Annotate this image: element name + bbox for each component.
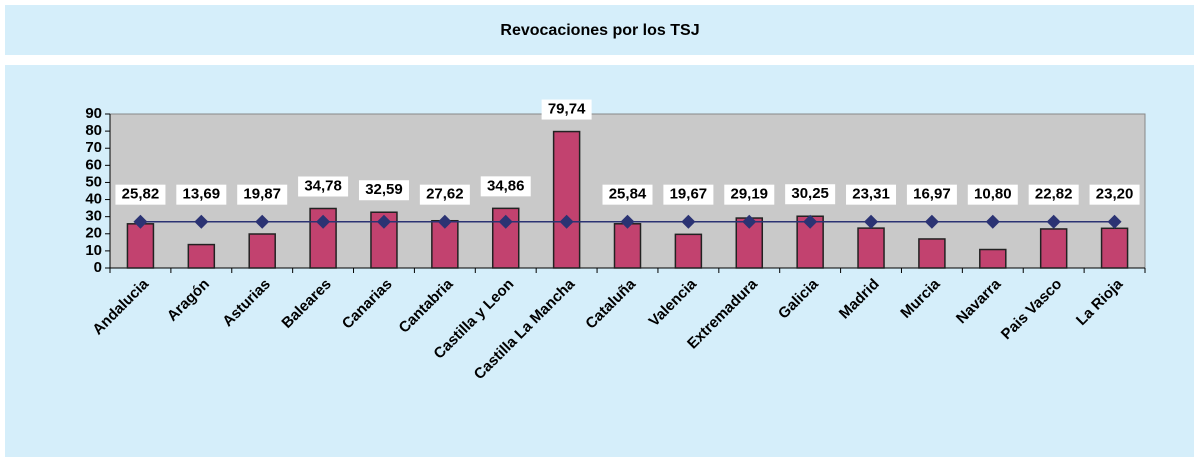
y-tick-label: 20 <box>85 225 102 242</box>
bar <box>309 207 337 269</box>
y-tick-label: 60 <box>85 156 102 173</box>
y-tick-label: 70 <box>85 139 102 156</box>
value-label-bg <box>967 184 1018 205</box>
bar <box>126 223 155 269</box>
value-label-bg <box>663 184 714 205</box>
bar <box>979 248 1007 269</box>
y-tick-label: 50 <box>85 173 102 190</box>
value-label-bg <box>298 176 349 197</box>
value-label: 32,59 <box>365 181 403 198</box>
y-tick-label: 80 <box>85 122 102 139</box>
value-label: 19,87 <box>243 186 281 203</box>
value-label-bg <box>1089 184 1140 205</box>
value-label-bg <box>480 176 531 197</box>
value-label-bg <box>602 184 653 205</box>
marker <box>620 214 635 229</box>
marker <box>864 214 879 229</box>
marker <box>803 214 818 229</box>
value-label: 25,84 <box>609 186 647 203</box>
marker <box>559 214 574 229</box>
marker <box>681 214 696 229</box>
bar <box>674 233 703 269</box>
value-label: 10,80 <box>974 186 1012 203</box>
marker <box>437 214 452 229</box>
value-label: 16,97 <box>913 186 951 203</box>
marker <box>316 214 331 229</box>
y-tick-label: 0 <box>94 259 102 276</box>
value-label-bg <box>419 184 470 205</box>
value-label: 23,20 <box>1096 186 1134 203</box>
marker <box>1046 214 1061 229</box>
value-label-bg <box>358 180 409 201</box>
bar <box>1039 228 1068 269</box>
value-label: 23,31 <box>852 186 890 203</box>
bar <box>1100 227 1129 269</box>
value-label-bg <box>237 184 288 205</box>
bar <box>552 130 581 269</box>
bar <box>248 233 276 269</box>
marker <box>498 214 513 229</box>
chart-title: Revocaciones por los TSJ <box>500 22 699 39</box>
title-panel <box>5 5 1194 55</box>
marker <box>1107 214 1122 229</box>
value-label-bg <box>115 184 166 205</box>
value-label-bg <box>1028 184 1079 205</box>
marker <box>255 214 270 229</box>
marker <box>742 214 757 229</box>
marker <box>133 214 148 229</box>
y-tick-label: 40 <box>85 191 102 208</box>
value-label: 34,78 <box>304 177 342 194</box>
value-label: 34,86 <box>487 177 525 194</box>
value-label: 29,19 <box>730 186 768 203</box>
value-label: 25,82 <box>122 186 160 203</box>
value-label-bg <box>541 99 592 120</box>
marker <box>376 214 391 229</box>
value-label-bg <box>785 184 836 205</box>
y-tick-label: 90 <box>85 105 102 122</box>
value-label-bg <box>846 184 897 205</box>
value-label: 79,74 <box>548 101 586 118</box>
bar <box>857 227 885 269</box>
marker <box>924 214 939 229</box>
value-label: 13,69 <box>183 186 221 203</box>
y-tick-label: 10 <box>85 242 102 259</box>
bar <box>918 238 946 269</box>
value-label: 19,67 <box>670 186 708 203</box>
marker <box>194 214 209 229</box>
bar <box>491 207 520 269</box>
bar <box>187 243 216 269</box>
value-label-bg <box>906 184 957 205</box>
value-label: 27,62 <box>426 186 464 203</box>
y-tick-label: 30 <box>85 208 102 225</box>
value-label-bg <box>724 184 775 205</box>
marker <box>985 214 1000 229</box>
value-label: 22,82 <box>1035 186 1073 203</box>
bar <box>613 223 642 269</box>
value-label: 30,25 <box>791 185 829 202</box>
value-label-bg <box>176 184 227 205</box>
